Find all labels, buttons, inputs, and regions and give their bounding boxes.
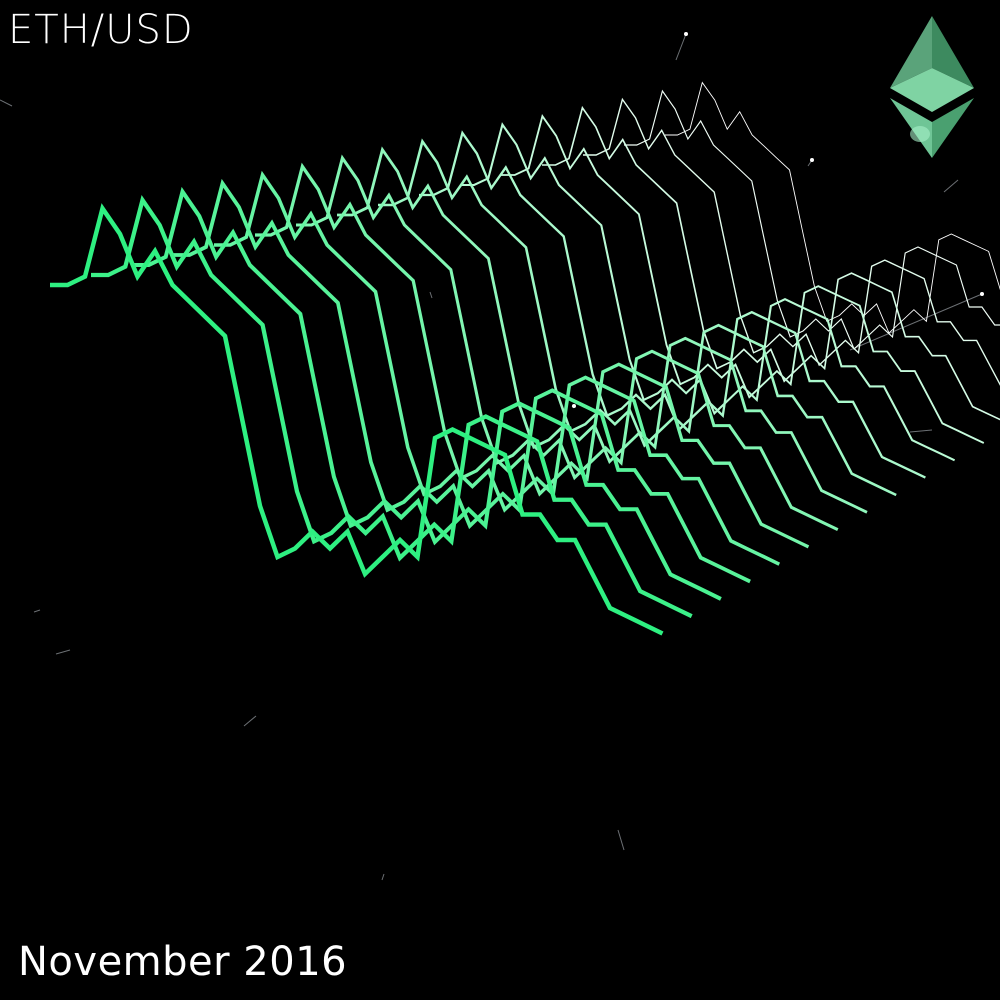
price-line-layer-7 xyxy=(337,146,868,514)
logo-facet-top-right xyxy=(932,16,974,88)
price-line-layer-13 xyxy=(583,97,1000,386)
price-line-layer-4 xyxy=(214,170,781,566)
star-streak xyxy=(849,293,983,351)
price-line-layer-10 xyxy=(460,122,956,462)
price-line-layer-5 xyxy=(255,162,810,549)
logo-facet-bottom-right xyxy=(932,98,974,158)
logo-facet-bottom-left xyxy=(890,98,932,158)
price-line-layer-1 xyxy=(91,195,693,619)
price-line-layer-0 xyxy=(50,203,664,636)
star-streak xyxy=(943,179,959,193)
star-streak xyxy=(675,33,687,61)
price-lines xyxy=(50,81,1000,636)
star-dot xyxy=(572,404,576,408)
price-line-layer-2 xyxy=(132,186,722,601)
price-line-layer-14 xyxy=(624,89,1000,350)
star-streak xyxy=(429,291,433,299)
star-dot xyxy=(684,32,688,36)
star-streak xyxy=(33,609,41,613)
star-streak xyxy=(617,829,625,851)
logo-facet-top-left xyxy=(890,16,932,88)
period-label: November 2016 xyxy=(18,939,348,985)
star-streak xyxy=(0,99,13,107)
ethereum-diamond-icon xyxy=(890,16,974,158)
price-line-layer-11 xyxy=(501,114,985,444)
star-dot xyxy=(810,158,814,162)
price-line-layer-12 xyxy=(542,105,1000,421)
price-line-layer-6 xyxy=(296,154,839,531)
star-streak xyxy=(243,715,257,727)
star-dot xyxy=(980,292,984,296)
star-streak xyxy=(381,873,385,881)
price-line-layer-9 xyxy=(419,130,926,479)
price-line-layer-8 xyxy=(378,138,897,497)
logo-facet-middle xyxy=(890,68,974,112)
price-line-layer-15 xyxy=(665,81,1000,334)
star-streak xyxy=(55,649,71,655)
logo-glow xyxy=(910,126,930,142)
price-line-layer-3 xyxy=(173,178,751,584)
pair-title: ETH/USD xyxy=(8,7,194,53)
star-streak xyxy=(909,429,933,433)
